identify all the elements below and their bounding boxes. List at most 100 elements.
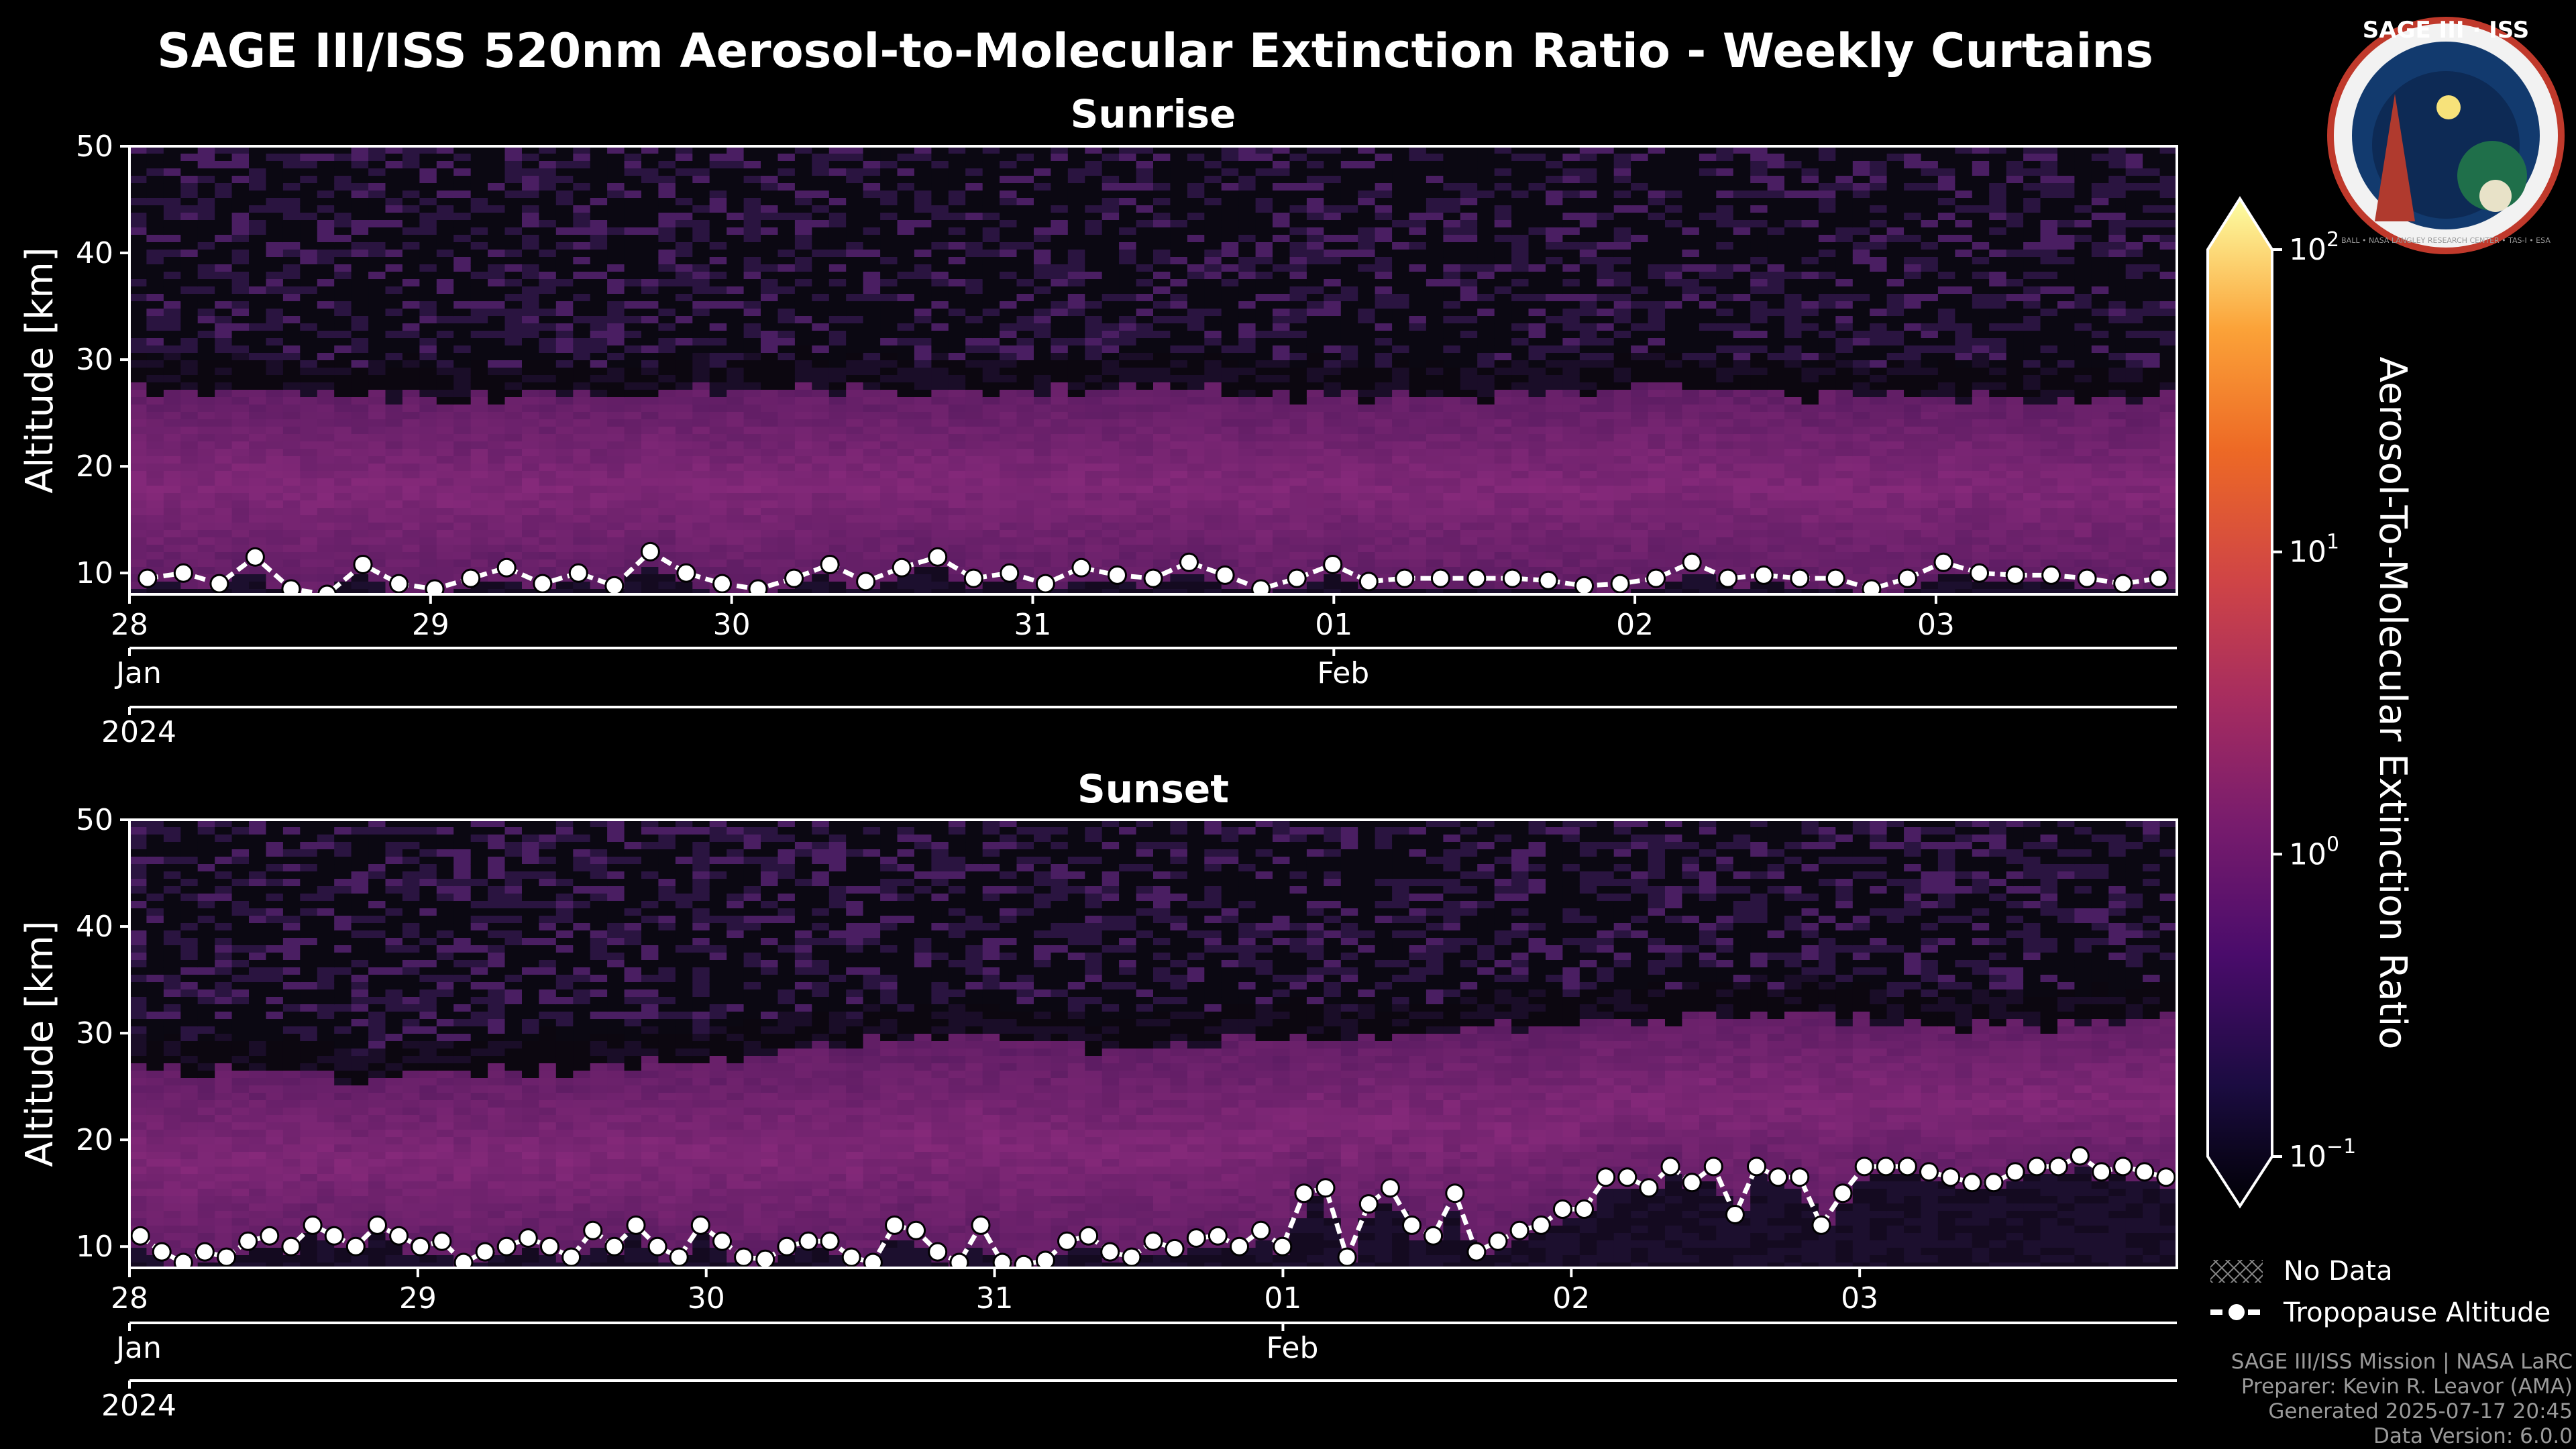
- heatmap-cell: [1340, 257, 1358, 265]
- heatmap-cell: [1119, 235, 1137, 243]
- heatmap-cell: [1153, 250, 1171, 258]
- heatmap-cell: [863, 390, 881, 398]
- heatmap-cell: [1306, 309, 1325, 317]
- heatmap-cell: [1085, 493, 1103, 501]
- heatmap-cell: [1221, 316, 1239, 324]
- heatmap-cell: [368, 345, 386, 354]
- heatmap-cell: [1375, 427, 1393, 435]
- heatmap-cell: [1426, 345, 1444, 354]
- heatmap-cell: [1340, 574, 1358, 582]
- heatmap-cell: [1136, 412, 1154, 420]
- heatmap-cell: [1119, 523, 1137, 531]
- heatmap-cell: [555, 412, 574, 420]
- heatmap-cell: [812, 250, 830, 258]
- heatmap-cell: [573, 500, 591, 508]
- heatmap-cell: [249, 146, 267, 154]
- heatmap-cell: [1000, 360, 1018, 368]
- heatmap-cell: [146, 360, 164, 368]
- heatmap-cell: [317, 449, 335, 457]
- heatmap-cell: [761, 523, 779, 531]
- heatmap-cell: [965, 500, 983, 508]
- heatmap-cell: [419, 368, 437, 376]
- heatmap-cell: [931, 523, 949, 531]
- heatmap-cell: [1494, 338, 1512, 346]
- heatmap-cell: [573, 345, 591, 354]
- heatmap-cell: [215, 368, 233, 376]
- heatmap-cell: [727, 390, 745, 398]
- heatmap-cell: [488, 250, 506, 258]
- heatmap-cell: [1153, 397, 1171, 405]
- heatmap-cell: [982, 235, 1000, 243]
- heatmap-cell: [453, 397, 472, 405]
- heatmap-cell: [777, 478, 796, 486]
- heatmap-cell: [1085, 323, 1103, 331]
- heatmap-cell: [965, 412, 983, 420]
- heatmap-cell: [1477, 198, 1495, 206]
- heatmap-cell: [897, 523, 915, 531]
- heatmap-cell: [1409, 176, 1427, 184]
- heatmap-cell: [351, 434, 369, 442]
- heatmap-cell: [709, 286, 727, 294]
- heatmap-cell: [1460, 264, 1478, 272]
- heatmap-cell: [1306, 323, 1325, 331]
- heatmap-cell: [1375, 146, 1393, 154]
- heatmap-cell: [1494, 198, 1512, 206]
- heatmap-cell: [624, 589, 642, 594]
- heatmap-cell: [1409, 168, 1427, 176]
- heatmap-cell: [607, 537, 625, 545]
- heatmap-cell: [453, 176, 472, 184]
- heatmap-cell: [1034, 523, 1052, 531]
- heatmap-cell: [1324, 434, 1342, 442]
- heatmap-cell: [1340, 471, 1358, 479]
- heatmap-cell: [1034, 309, 1052, 317]
- heatmap-cell: [1460, 559, 1478, 568]
- heatmap-cell: [1136, 272, 1154, 280]
- heatmap-cell: [1034, 286, 1052, 294]
- heatmap-cell: [368, 545, 386, 553]
- heatmap-cell: [282, 345, 301, 354]
- heatmap-cell: [555, 250, 574, 258]
- heatmap-cell: [1085, 537, 1103, 545]
- heatmap-cell: [1460, 471, 1478, 479]
- heatmap-cell: [761, 405, 779, 413]
- heatmap-cell: [1016, 242, 1034, 250]
- heatmap-cell: [624, 471, 642, 479]
- heatmap-cell: [1102, 168, 1120, 176]
- heatmap-cell: [249, 301, 267, 309]
- heatmap-cell: [846, 360, 864, 368]
- heatmap-cell: [1221, 434, 1239, 442]
- heatmap-cell: [1187, 523, 1205, 531]
- heatmap-cell: [761, 205, 779, 213]
- heatmap-cell: [590, 582, 608, 590]
- heatmap-cell: [1340, 515, 1358, 523]
- heatmap-cell: [539, 301, 557, 309]
- heatmap-cell: [1358, 294, 1376, 302]
- heatmap-cell: [1511, 412, 1529, 420]
- heatmap-cell: [1273, 331, 1291, 339]
- heatmap-cell: [197, 368, 215, 376]
- heatmap-cell: [641, 559, 659, 568]
- heatmap-cell: [1000, 537, 1018, 545]
- heatmap-cell: [453, 242, 472, 250]
- heatmap-cell: [522, 405, 540, 413]
- heatmap-cell: [982, 427, 1000, 435]
- heatmap-cell: [419, 176, 437, 184]
- heatmap-cell: [231, 353, 250, 361]
- heatmap-cell: [1187, 353, 1205, 361]
- heatmap-cell: [590, 294, 608, 302]
- heatmap-cell: [231, 198, 250, 206]
- heatmap-cell: [948, 220, 966, 228]
- heatmap-cell: [197, 427, 215, 435]
- heatmap-cell: [624, 500, 642, 508]
- heatmap-cell: [1306, 382, 1325, 390]
- heatmap-cell: [1340, 198, 1358, 206]
- heatmap-cell: [334, 301, 352, 309]
- heatmap-cell: [777, 456, 796, 464]
- heatmap-cell: [1221, 242, 1239, 250]
- heatmap-cell: [1136, 154, 1154, 162]
- heatmap-cell: [777, 353, 796, 361]
- heatmap-cell: [317, 235, 335, 243]
- heatmap-cell: [863, 427, 881, 435]
- heatmap-cell: [1443, 464, 1461, 472]
- heatmap-cell: [1238, 154, 1256, 162]
